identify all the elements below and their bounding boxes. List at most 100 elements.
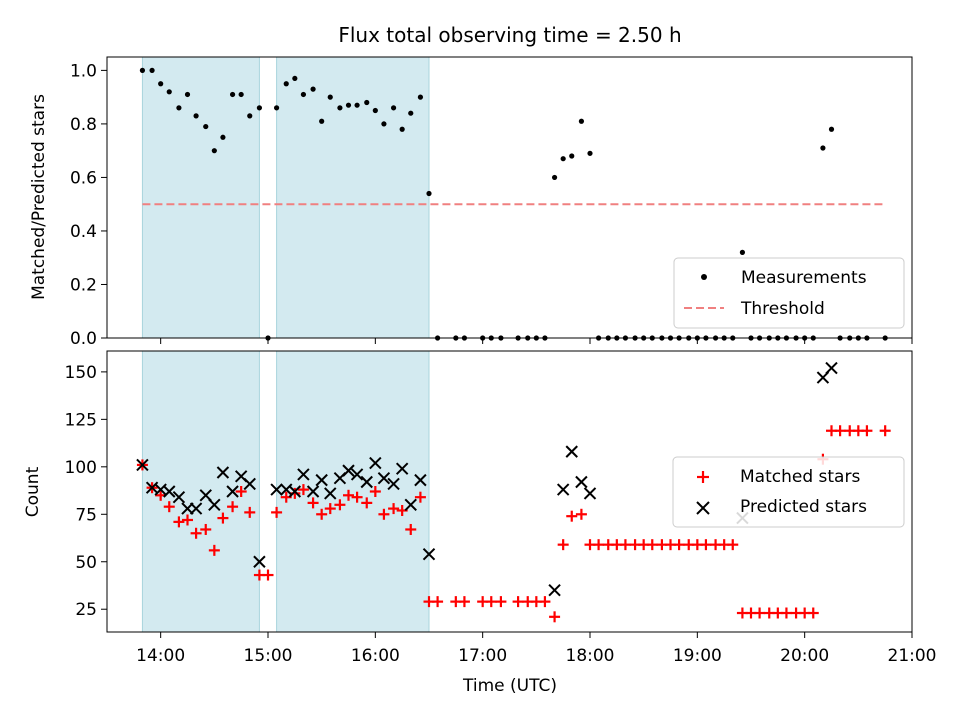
- matched-star-point: [388, 503, 400, 515]
- matched-star-point: [297, 484, 309, 496]
- bottom-y-tick-label: 75: [75, 505, 97, 525]
- measurement-point: [229, 91, 236, 98]
- legend-measurements-marker: [701, 274, 707, 280]
- matched-star-point: [369, 486, 381, 497]
- matched-star-point: [566, 510, 578, 522]
- bottom-y-ticks: 25 50 75 100 125 150: [65, 363, 107, 620]
- predicted-star-point: [216, 466, 230, 479]
- predicted-star-point: [189, 502, 203, 515]
- matched-star-point: [163, 501, 175, 513]
- matched-star-point: [361, 497, 373, 509]
- matched-star-point: [378, 508, 390, 520]
- matched-star-point: [173, 516, 185, 528]
- predicted-star-point: [270, 483, 283, 496]
- matched-star-point: [271, 506, 283, 518]
- measurement-point: [203, 123, 209, 130]
- predicted-star-point: [226, 485, 239, 498]
- matched-star-point: [405, 523, 417, 535]
- top-axes-frame: [106, 56, 913, 339]
- measurement-point: [417, 94, 424, 100]
- predicted-star-point: [243, 477, 256, 491]
- measurement-point: [390, 105, 397, 111]
- matched-star-point: [316, 508, 328, 520]
- measurement-point: [399, 126, 405, 132]
- measurement-point: [319, 118, 325, 124]
- legend-predicted-marker: [696, 501, 710, 515]
- measurement-point: [560, 156, 566, 162]
- bottom-x-ticks: 14:00 15:00 16:00 17:00 18:00 19:00 20:00 21:00: [136, 632, 937, 666]
- measurement-point: [273, 105, 280, 111]
- matched-star-point: [673, 539, 685, 551]
- top-x-ticks: [160, 338, 913, 344]
- predicted-star-point: [342, 464, 355, 477]
- matched-star-point: [485, 596, 497, 608]
- measurement-point: [354, 102, 360, 108]
- x-tick-label: 15:00: [244, 646, 293, 666]
- bottom-legend: Matched stars Predicted stars: [672, 456, 905, 528]
- matched-star-point: [244, 506, 256, 518]
- matched-star-point: [208, 544, 220, 556]
- predicted-star-point: [387, 477, 400, 491]
- matched-star-point: [539, 596, 551, 608]
- predicted-star-point: [575, 475, 588, 489]
- matched-star-point: [495, 596, 507, 608]
- predicted-star-point: [253, 555, 266, 568]
- x-tick-label: 17:00: [458, 646, 507, 666]
- measurement-point: [408, 110, 414, 116]
- matched-star-point: [182, 514, 193, 526]
- measurement-point: [256, 105, 263, 111]
- legend-matched-marker: [697, 471, 709, 483]
- predicted-star-point: [556, 483, 570, 496]
- measurement-point: [345, 102, 352, 108]
- matched-star-point: [575, 508, 587, 520]
- predicted-star-point: [583, 487, 597, 500]
- measurement-point: [193, 113, 199, 119]
- bottom-y-axis-label: Count: [23, 466, 43, 517]
- measurement-point: [327, 94, 333, 100]
- measurement-point: [551, 174, 558, 181]
- x-tick-label: 19:00: [673, 646, 722, 666]
- measurement-point: [372, 107, 378, 114]
- matched-star-point: [262, 569, 274, 581]
- measurement-point: [292, 75, 298, 82]
- legend-measurements-label: Measurements: [741, 268, 867, 288]
- matched-star-point: [334, 499, 346, 511]
- measurement-point: [587, 150, 593, 156]
- measurement-point: [220, 134, 226, 140]
- x-tick-label: 14:00: [136, 646, 185, 666]
- predicted-star-point: [350, 468, 364, 481]
- predicted-star-point: [163, 485, 176, 498]
- matched-star-point: [351, 491, 363, 503]
- measurement-point: [176, 105, 182, 111]
- measurement-point: [247, 113, 253, 119]
- top-y-ticks: 0.0 0.2 0.4 0.6 0.8 1.0: [70, 61, 107, 349]
- matched-star-point: [414, 491, 426, 503]
- predicted-star-point: [414, 473, 427, 487]
- legend-matched-label: Matched stars: [740, 467, 860, 487]
- predicted-star-point: [395, 462, 409, 475]
- measurement-point: [149, 67, 155, 73]
- matched-star-point: [834, 425, 846, 437]
- predicted-star-point: [297, 468, 310, 481]
- matched-star-point: [807, 607, 819, 619]
- measurement-point: [820, 145, 826, 151]
- matched-star-point: [727, 539, 739, 551]
- matched-star-point: [227, 501, 239, 513]
- measurement-point: [211, 148, 217, 154]
- bottom-axes-frame: [106, 350, 913, 633]
- measurement-point: [283, 81, 289, 87]
- measurement-point: [158, 81, 164, 87]
- predicted-star-point: [315, 473, 328, 487]
- legend-predicted-label: Predicted stars: [740, 497, 867, 517]
- matched-star-point: [861, 425, 873, 437]
- top-legend-frame: [673, 257, 905, 329]
- matched-star-point: [700, 539, 712, 551]
- top-shaded-intervals: [141, 56, 430, 339]
- bottom-shaded-interval: [276, 350, 430, 633]
- matched-star-point: [458, 596, 470, 608]
- measurement-point: [364, 99, 370, 106]
- predicted-star-point: [565, 445, 578, 458]
- top-y-tick-label: 0.0: [70, 329, 97, 349]
- predicted-star-point: [136, 458, 149, 472]
